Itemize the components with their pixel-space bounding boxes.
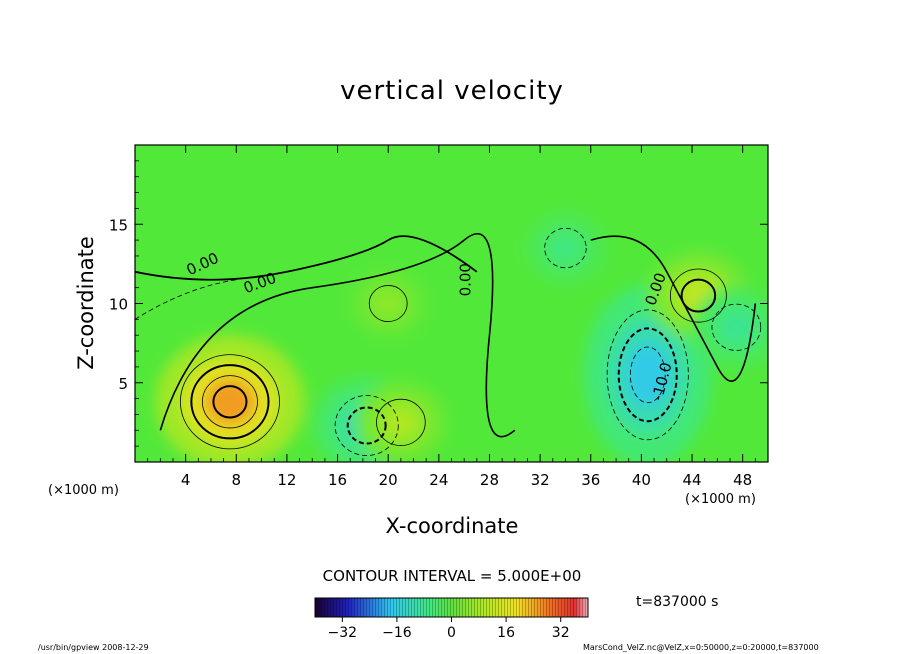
y-tick-label-0: 5 (118, 375, 128, 393)
y-tick-label-2: 15 (109, 216, 128, 234)
feature-7-layer-2 (374, 291, 402, 316)
x-tick-label-2: 12 (277, 471, 296, 489)
x-tick-label-3: 16 (328, 471, 347, 489)
contour-0-4 (212, 385, 248, 419)
feature-5-layer-2 (720, 313, 752, 342)
colorbar-tick-label-0: −32 (328, 625, 358, 641)
feature-0-layer-2 (204, 378, 256, 425)
colorbar-tick-label-4: 32 (552, 625, 570, 641)
contour-6-1 (544, 227, 587, 269)
contour-5-1 (711, 303, 762, 351)
contour-0-2 (190, 364, 270, 440)
feature-3-layer-2 (625, 343, 670, 406)
contour-1-2 (346, 406, 387, 445)
contour-1-1 (334, 395, 399, 456)
x-axis-label: X-coordinate (385, 514, 519, 538)
x-tick-label-9: 40 (632, 471, 651, 489)
zero-contour-upper (135, 235, 478, 281)
y-axis-unit: (×1000 m) (48, 483, 119, 498)
colorbar-tick-label-1: −16 (382, 625, 412, 641)
chart-title: vertical velocity (340, 76, 564, 106)
contour-7-1 (368, 285, 408, 322)
contour-4-2 (680, 278, 717, 313)
colorbar-tick-label-2: 0 (447, 625, 456, 641)
zero-contour-right (590, 235, 757, 382)
y-axis-label: Z-coordinate (74, 236, 98, 370)
x-tick-label-8: 36 (581, 471, 600, 489)
contour-4-1 (669, 268, 727, 323)
x-tick-label-7: 32 (531, 471, 550, 489)
zero-contour-main (159, 233, 516, 438)
contour-interval-text: CONTOUR INTERVAL = 5.000E+00 (322, 567, 582, 585)
x-tick-label-5: 24 (429, 471, 448, 489)
colorbar-tick-label-3: 16 (497, 625, 515, 641)
y-tick-label-1: 10 (109, 296, 128, 314)
x-axis-unit: (×1000 m) (685, 492, 756, 507)
neg-contour-left (135, 279, 237, 320)
contour-label-2: 0.00 (456, 263, 474, 296)
contour-0-1 (179, 354, 280, 450)
contour-3-3 (629, 346, 666, 404)
x-tick-label-1: 8 (232, 471, 242, 489)
x-tick-label-11: 48 (733, 471, 752, 489)
contour-3-1 (606, 309, 689, 441)
time-label: t=837000 s (636, 594, 719, 610)
contour-0-3 (201, 375, 258, 429)
x-tick-label-6: 28 (480, 471, 499, 489)
feature-6-layer-2 (551, 235, 580, 261)
footer-left: /usr/bin/gpview 2008-12-29 (38, 643, 149, 652)
x-tick-label-4: 20 (379, 471, 398, 489)
feature-2-layer-2 (385, 408, 417, 437)
contour-2-1 (376, 398, 426, 446)
x-tick-label-10: 44 (682, 471, 701, 489)
footer-right: MarsCond_VelZ.nc@VelZ,x=0:50000,z=0:2000… (583, 643, 819, 652)
contour-3-2 (617, 327, 678, 423)
x-tick-label-0: 4 (181, 471, 191, 489)
